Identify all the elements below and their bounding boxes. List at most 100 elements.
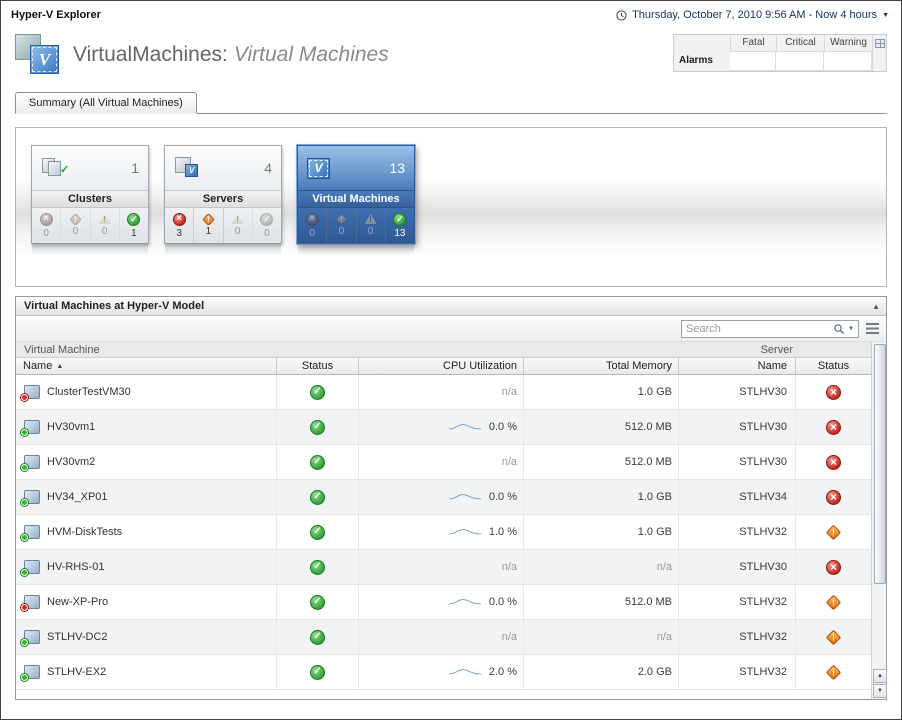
table-options-icon[interactable] (874, 38, 885, 48)
scroll-up-button[interactable]: ▲ (873, 669, 887, 683)
tab-bar: Summary (All Virtual Machines) (15, 91, 887, 114)
servers-stat-fatal[interactable]: 3 (165, 208, 195, 243)
cpu-value: 0.0 % (488, 596, 517, 608)
vertical-scrollbar[interactable]: ▲ ▼ (871, 342, 887, 699)
col-header-total-memory[interactable]: Total Memory (524, 358, 679, 374)
server-name: STLHV30 (679, 445, 796, 479)
col-header-name[interactable]: Name ▲ (16, 358, 277, 374)
clusters-stat-fatal[interactable]: 0 (32, 208, 62, 243)
col-header-server-status[interactable]: Status (817, 360, 850, 372)
vm-state-led (21, 603, 28, 611)
tile-servers[interactable]: 4 Servers 3 1 0 0 (164, 145, 282, 256)
table-row[interactable]: STLHV-DC2 n/a n/a STLHV32 (16, 620, 871, 655)
vm-icon (21, 419, 40, 436)
time-range-selector[interactable]: Thursday, October 7, 2010 9:56 AM - Now … (616, 9, 889, 21)
collapse-icon[interactable]: ▲ (872, 301, 880, 311)
servers-stat-normal[interactable]: 0 (253, 208, 281, 243)
status-critical-icon (825, 664, 842, 680)
tile-virtual-machines[interactable]: 13 Virtual Machines 0 0 0 13 (297, 145, 415, 256)
memory-value: 2.0 GB (524, 655, 679, 689)
vm-name: STLHV-EX2 (47, 666, 107, 678)
table-row[interactable]: STLHV-EX2 2.0 % 2.0 GB STLHV32 (16, 655, 871, 690)
server-name: STLHV30 (679, 550, 796, 584)
cpu-sparkline (448, 598, 481, 605)
alarms-data-row: Alarms (674, 51, 886, 71)
clusters-stat-warning[interactable]: 0 (91, 208, 120, 243)
table-row[interactable]: HV30vm2 n/a 512.0 MB STLHV30 (16, 445, 871, 480)
top-bar: Hyper-V Explorer Thursday, October 7, 20… (1, 1, 901, 21)
servers-label: Servers (165, 190, 281, 208)
col-header-server-name[interactable]: Name (679, 358, 796, 374)
clusters-stat-critical[interactable]: 0 (61, 208, 91, 243)
status-fatal-icon (826, 489, 841, 505)
status-ok-icon (310, 559, 325, 575)
vm-icon (21, 524, 40, 541)
table-row[interactable]: HV34_XP01 0.0 % 1.0 GB STLHV34 (16, 480, 871, 515)
group-header-virtual-machine: Virtual Machine (24, 343, 100, 356)
vm-table-body: ClusterTestVM30 n/a 1.0 GB STLHV30 HV30v… (16, 375, 871, 690)
vm-icon (21, 629, 40, 646)
alarms-warning-count[interactable] (824, 51, 872, 71)
memory-value: 512.0 MB (524, 410, 679, 444)
vm-state-led (21, 463, 28, 471)
servers-stat-critical[interactable]: 1 (194, 208, 224, 243)
status-ok-icon (310, 384, 325, 400)
cpu-value: n/a (501, 386, 517, 398)
vm-state-led (21, 393, 28, 401)
search-icon[interactable] (831, 323, 846, 335)
column-chooser-icon[interactable] (866, 323, 879, 334)
warning-icon (98, 214, 111, 224)
vms-stat-warning[interactable]: 0 (357, 208, 386, 243)
servers-stat-warning[interactable]: 0 (224, 208, 253, 243)
alarms-row-label: Alarms (679, 55, 713, 66)
status-critical-icon (825, 629, 842, 645)
server-name: STLHV32 (679, 515, 796, 549)
vm-state-led (21, 533, 28, 541)
server-name: STLHV32 (679, 585, 796, 619)
table-row[interactable]: ClusterTestVM30 n/a 1.0 GB STLHV30 (16, 375, 871, 410)
scrollbar-thumb[interactable] (874, 344, 886, 584)
vm-table-panel: Virtual Machines at Hyper-V Model ▲ ▼ Vi… (15, 296, 887, 700)
status-critical-icon (825, 524, 842, 540)
clusters-count: 1 (131, 160, 139, 176)
vm-name: New-XP-Pro (47, 596, 109, 608)
alarms-critical-count[interactable] (776, 51, 824, 71)
tile-clusters[interactable]: 1 Clusters 0 0 0 1 (31, 145, 149, 256)
clusters-label: Clusters (32, 190, 148, 208)
alarms-fatal-count[interactable] (730, 51, 776, 71)
vm-icon (21, 559, 40, 576)
cpu-value: 1.0 % (488, 526, 517, 538)
search-input[interactable] (682, 322, 832, 335)
tab-summary-all-virtual-machines[interactable]: Summary (All Virtual Machines) (15, 92, 197, 114)
alarms-col-critical: Critical (776, 35, 824, 51)
clock-icon (616, 9, 627, 21)
vms-stat-critical[interactable]: 0 (327, 208, 357, 243)
col-header-status[interactable]: Status (277, 358, 359, 374)
table-row[interactable]: HVM-DiskTests 1.0 % 1.0 GB STLHV32 (16, 515, 871, 550)
table-row[interactable]: HV30vm1 0.0 % 512.0 MB STLHV30 (16, 410, 871, 445)
vms-stat-normal[interactable]: 13 (386, 208, 414, 243)
clusters-stat-normal[interactable]: 1 (120, 208, 148, 243)
vm-state-led (21, 428, 28, 436)
scroll-down-button[interactable]: ▼ (873, 684, 887, 698)
page-title: VirtualMachines: Virtual Machines (73, 43, 389, 66)
search-options-chevron-icon[interactable]: ▼ (848, 325, 854, 332)
vm-name: ClusterTestVM30 (47, 386, 131, 398)
vms-stat-fatal[interactable]: 0 (298, 208, 328, 243)
status-fatal-icon (826, 454, 841, 470)
virtual-machines-icon (15, 34, 61, 76)
table-row[interactable]: HV-RHS-01 n/a n/a STLHV30 (16, 550, 871, 585)
alarms-header-row: Fatal Critical Warning (674, 35, 886, 51)
cpu-sparkline (448, 423, 481, 430)
virtual-machines-count: 13 (389, 160, 405, 176)
clusters-icon (41, 156, 69, 180)
normal-icon (260, 212, 274, 226)
virtual-machines-label: Virtual Machines (298, 190, 414, 208)
vm-state-led (21, 673, 28, 681)
col-header-cpu-utilization[interactable]: CPU Utilization (359, 358, 524, 374)
vm-name: HV30vm1 (47, 421, 96, 433)
table-row[interactable]: New-XP-Pro 0.0 % 512.0 MB STLHV32 (16, 585, 871, 620)
column-header-row: Name ▲ Status CPU Utilization Total Memor… (16, 358, 871, 375)
status-critical-icon (825, 594, 842, 610)
